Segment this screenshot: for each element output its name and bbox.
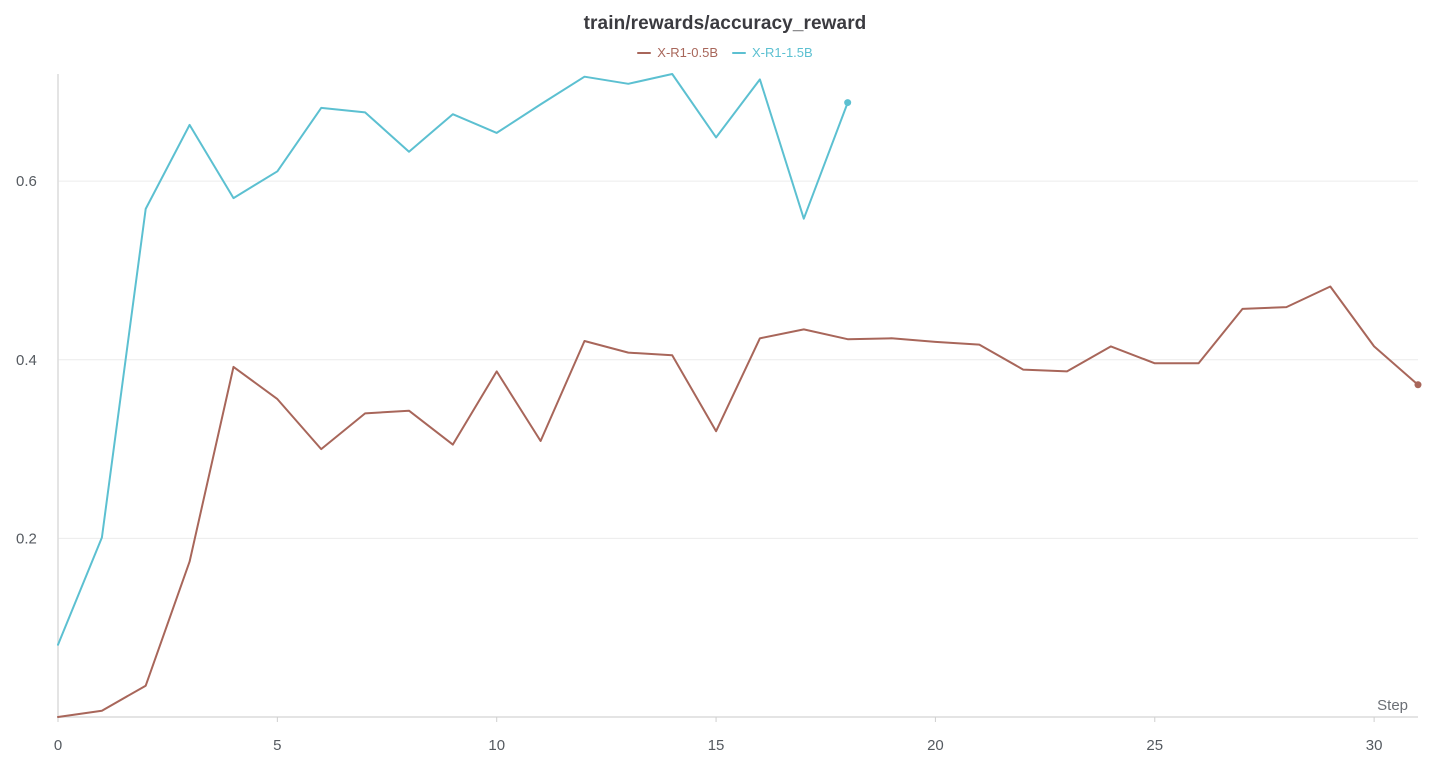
series-line-2[interactable]: [57, 73, 849, 646]
y-tick-label: 0.6: [16, 173, 37, 190]
data-point-series-2: [844, 99, 852, 107]
legend-item-series-1[interactable]: X-R1-0.5B: [637, 45, 718, 60]
label-layer: 0.2 0.4 0.6 0 5 10 15 20 25 30 Step: [16, 173, 1408, 754]
x-tick-label: 30: [1366, 737, 1383, 754]
x-axis-label: Step: [1377, 697, 1408, 714]
x-tick-label: 25: [1146, 737, 1163, 754]
grid-layer: [58, 180, 1418, 539]
legend-label-series-2: X-R1-1.5B: [752, 45, 813, 60]
x-tick-label: 20: [927, 737, 944, 754]
series-layer: [57, 73, 1422, 718]
chart-title: train/rewards/accuracy_reward: [583, 13, 867, 34]
chart-legend: X-R1-0.5B X-R1-1.5B: [0, 45, 1450, 60]
axis-layer: [57, 74, 1418, 722]
x-tick-label: 5: [273, 737, 281, 754]
legend-label-series-1: X-R1-0.5B: [657, 45, 718, 60]
y-tick-label: 0.2: [16, 530, 37, 547]
y-tick-label: 0.4: [16, 352, 37, 369]
legend-item-series-2[interactable]: X-R1-1.5B: [732, 45, 813, 60]
data-point-series-1: [1414, 381, 1422, 389]
x-tick-label: 10: [488, 737, 505, 754]
series-line-1[interactable]: [57, 285, 1419, 718]
legend-swatch-series-2: [732, 51, 746, 54]
x-tick-label: 0: [54, 737, 62, 754]
legend-swatch-series-1: [637, 51, 652, 54]
x-tick-label: 15: [708, 737, 725, 754]
